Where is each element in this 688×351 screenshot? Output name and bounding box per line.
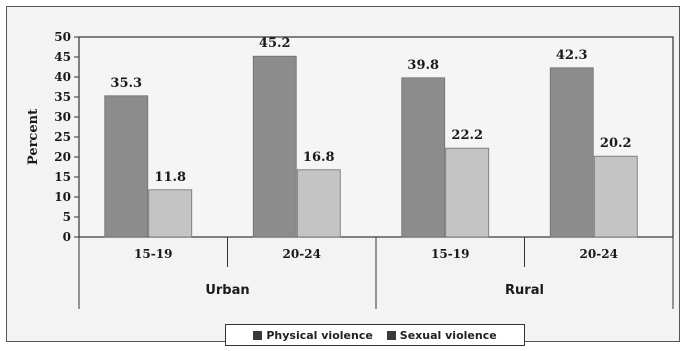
legend-label-sexual: Sexual violence xyxy=(399,328,497,342)
bar-physical-2 xyxy=(401,77,446,238)
bar-sexual-0 xyxy=(148,189,193,238)
bar-physical-3 xyxy=(549,67,594,238)
y-axis-label: Percent xyxy=(26,109,41,165)
y-tick-label-10: 10 xyxy=(54,190,71,204)
y-tick-label-30: 30 xyxy=(54,110,71,124)
y-tick-label-40: 40 xyxy=(54,70,71,84)
y-tick-label-35: 35 xyxy=(54,90,71,104)
data-label-sexual-0: 11.8 xyxy=(154,170,186,185)
group-label-0: Urban xyxy=(205,283,249,298)
legend-swatch-physical xyxy=(253,330,263,340)
bar-physical-0 xyxy=(104,95,149,238)
bar-chart: 0 5 10 15 20 25 30 35 40 45 50 Percent 35.3 11.8 45.2 1… xyxy=(26,30,674,309)
category-label-0: 15-19 xyxy=(134,247,172,261)
chart-figure: 0 5 10 15 20 25 30 35 40 45 50 Percent 35.3 11.8 45.2 1… xyxy=(6,6,680,346)
legend: Physical violence Sexual violence xyxy=(225,324,525,346)
legend-swatch-sexual xyxy=(386,330,396,340)
group-label-1: Rural xyxy=(505,283,544,298)
bar-physical-1 xyxy=(252,55,297,238)
legend-item-sexual: Sexual violence xyxy=(386,328,497,342)
data-label-sexual-2: 22.2 xyxy=(451,128,483,143)
data-label-physical-1: 45.2 xyxy=(259,36,291,51)
category-label-3: 20-24 xyxy=(580,247,618,261)
y-tick-label-5: 5 xyxy=(63,210,71,224)
y-tick-label-25: 25 xyxy=(54,130,71,144)
y-tick-label-45: 45 xyxy=(54,50,71,64)
y-tick-label-50: 50 xyxy=(54,30,71,44)
data-label-physical-3: 42.3 xyxy=(556,48,588,63)
bar-sexual-1 xyxy=(296,169,341,238)
y-tick-label-20: 20 xyxy=(54,150,71,164)
y-tick-label-15: 15 xyxy=(54,170,71,184)
data-label-sexual-1: 16.8 xyxy=(303,150,335,165)
legend-label-physical: Physical violence xyxy=(266,328,373,342)
data-label-physical-0: 35.3 xyxy=(110,76,142,91)
legend-item-physical: Physical violence xyxy=(253,328,373,342)
category-label-1: 20-24 xyxy=(283,247,321,261)
data-label-sexual-3: 20.2 xyxy=(600,136,632,151)
bar-sexual-2 xyxy=(445,147,490,238)
bar-sexual-3 xyxy=(593,155,638,238)
data-label-physical-2: 39.8 xyxy=(407,58,439,73)
category-label-2: 15-19 xyxy=(431,247,469,261)
y-tick-label-0: 0 xyxy=(63,230,71,244)
